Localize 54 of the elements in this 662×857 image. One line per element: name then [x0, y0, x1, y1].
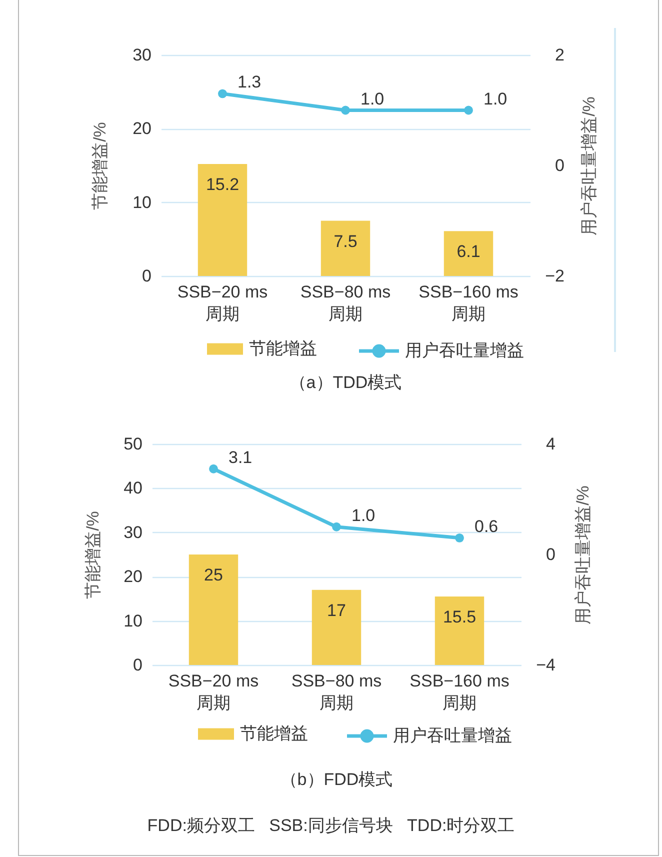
data-label: 1.3 [238, 72, 262, 92]
y-tick-label: 20 [132, 119, 152, 138]
y-axis-title: 节能增益/% [84, 511, 102, 599]
y-tick-label: 10 [132, 192, 152, 212]
y-tick-label: 0 [142, 266, 152, 286]
y2-tick-label: 0 [546, 545, 556, 564]
point [209, 464, 218, 474]
y-tick-label: 20 [124, 567, 142, 586]
legend-label: 节能增益 [240, 724, 308, 743]
data-label: 7.5 [334, 232, 358, 251]
y2-axis-title: 用户吞吐量增益/% [574, 486, 592, 624]
bar [188, 554, 238, 665]
bar [198, 164, 248, 276]
data-label: 1.0 [484, 89, 508, 108]
data-label: 15.5 [442, 607, 476, 626]
bar [444, 231, 494, 276]
data-label: 3.1 [228, 448, 252, 467]
y-tick-label: 40 [124, 478, 142, 498]
y2-axis-title: 用户吞吐量增益/% [580, 96, 598, 236]
y2-tick-label: 2 [555, 46, 564, 64]
x-tick-label: SSB−160 ms 周期 [410, 672, 510, 712]
y2-tick-label: −4 [536, 656, 556, 674]
bar [320, 220, 370, 276]
data-label: 17 [327, 600, 346, 620]
x-tick-label: SSB−20 ms 周期 [177, 282, 268, 324]
data-label: 6.1 [456, 242, 480, 262]
bar [434, 596, 484, 665]
text: （b）FDD模式 [280, 770, 393, 789]
point [455, 533, 464, 542]
x-tick-label: SSB−80 ms 周期 [300, 282, 391, 324]
point [332, 522, 341, 532]
y-tick-label: 50 [124, 434, 142, 454]
legend-label: 用户吞吐量增益 [393, 726, 512, 745]
legend-label: 用户吞吐量增益 [405, 341, 524, 360]
data-label: 25 [204, 566, 223, 584]
y-axis-title: 节能增益/% [90, 122, 110, 210]
x-tick-label: SSB−20 ms 周期 [168, 672, 259, 712]
text: （a）TDD模式 [289, 373, 402, 392]
y-tick-label: 30 [124, 522, 142, 542]
y2-tick-label: −2 [545, 266, 564, 286]
data-label: 1.0 [360, 89, 384, 108]
x-tick-label: SSB−160 ms 周期 [418, 282, 518, 324]
text: FDD:频分双工 SSB:同步信号块 TDD:时分双工 [146, 815, 516, 837]
data-label: 15.2 [206, 175, 240, 194]
data-label: 1.0 [352, 506, 376, 525]
y-tick-label: 30 [132, 46, 152, 64]
y-tick-label: 10 [124, 611, 142, 630]
data-label: 0.6 [474, 516, 498, 536]
x-tick-label: SSB−80 ms 周期 [291, 672, 382, 712]
y-tick-label: 0 [133, 656, 142, 674]
legend-label: 节能增益 [249, 339, 317, 358]
y2-tick-label: 4 [546, 434, 556, 454]
bar [312, 590, 362, 665]
y2-tick-label: 0 [555, 156, 564, 175]
